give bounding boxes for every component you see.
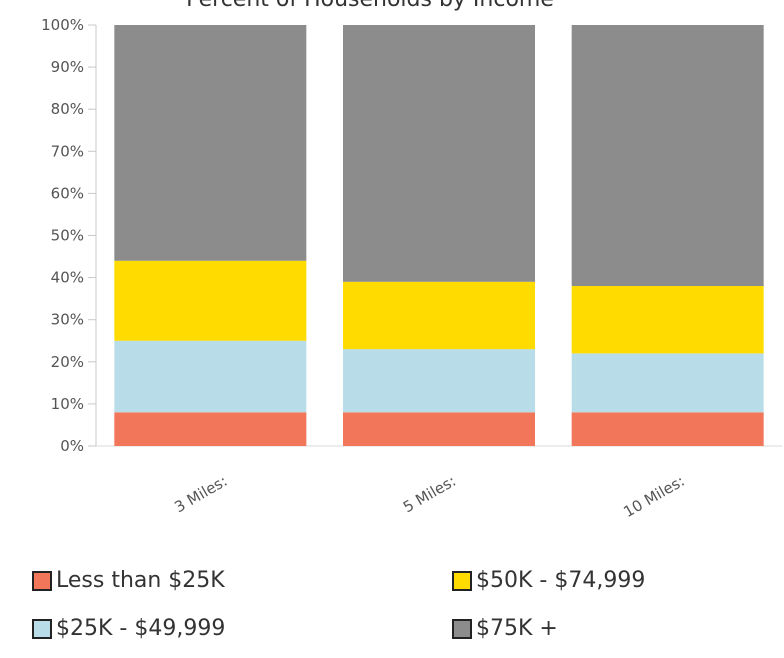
chart-title: Percent of Households by Income bbox=[186, 0, 554, 12]
bars bbox=[114, 25, 764, 446]
y-tick-label: 60% bbox=[51, 184, 84, 202]
legend-item-less-than-25k: Less than $25K bbox=[32, 568, 225, 593]
legend-swatch bbox=[452, 570, 472, 591]
legend-item-75k-plus: $75K + bbox=[452, 616, 558, 641]
bar-segment bbox=[114, 412, 307, 446]
bar-segment bbox=[571, 286, 764, 354]
y-tick-label: 0% bbox=[60, 437, 84, 455]
y-tick-label: 10% bbox=[51, 395, 84, 413]
x-tick-label: 5 Miles: bbox=[400, 472, 459, 516]
legend-item-50k-74999: $50K - $74,999 bbox=[452, 568, 645, 593]
y-tick-label: 80% bbox=[51, 100, 84, 118]
legend-item-25k-49999: $25K - $49,999 bbox=[32, 616, 225, 641]
legend-label: $25K - $49,999 bbox=[56, 616, 226, 641]
legend-label: Less than $25K bbox=[56, 568, 225, 593]
legend-swatch bbox=[452, 618, 472, 639]
bar-segment bbox=[571, 25, 764, 287]
y-tick-label: 70% bbox=[51, 142, 84, 160]
bar-segment bbox=[114, 340, 307, 413]
y-tick-label: 50% bbox=[51, 227, 84, 245]
y-axis: 0% 10% 20% 30% 40% 50% 60% 70% 80% 90% 100% bbox=[41, 16, 782, 455]
bar-segment bbox=[571, 412, 764, 446]
x-tick-label: 10 Miles: bbox=[620, 472, 687, 521]
bar-segment bbox=[571, 353, 764, 413]
legend-swatch bbox=[32, 618, 52, 639]
x-tick-label: 3 Miles: bbox=[171, 472, 230, 516]
y-tick-label: 90% bbox=[51, 58, 84, 76]
y-tick-label: 40% bbox=[51, 269, 84, 287]
y-tick-label: 30% bbox=[51, 311, 84, 329]
y-tick-label: 100% bbox=[41, 16, 84, 34]
legend-label: $75K + bbox=[476, 616, 558, 641]
bar-segment bbox=[343, 412, 535, 446]
bar-segment bbox=[343, 349, 535, 413]
bar-segment bbox=[114, 25, 307, 261]
chart-plot-svg: Percent of Households by Income 0% 10% 20%… bbox=[41, 0, 782, 521]
legend-label: $50K - $74,999 bbox=[476, 568, 646, 593]
y-tick-label: 20% bbox=[51, 353, 84, 371]
x-axis-labels: 3 Miles: 5 Miles: 10 Miles: bbox=[171, 472, 687, 521]
bar-segment bbox=[114, 260, 307, 341]
legend-swatch bbox=[32, 570, 52, 591]
bar-segment bbox=[343, 281, 535, 350]
bar-segment bbox=[343, 25, 535, 282]
